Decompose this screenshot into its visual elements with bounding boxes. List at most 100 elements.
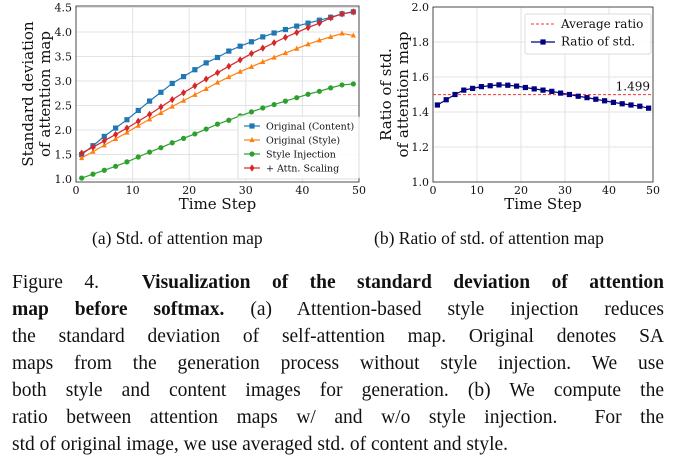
caption-text: ratio between attention maps w/ and w/o … bbox=[12, 407, 664, 428]
marker-square bbox=[487, 83, 493, 89]
series-ratio-of-std bbox=[434, 82, 652, 111]
marker-circle bbox=[90, 171, 96, 177]
marker-triangle bbox=[316, 37, 322, 43]
marker-square bbox=[619, 101, 625, 107]
marker-triangle bbox=[249, 136, 255, 143]
legend-label: Original (Content) bbox=[266, 122, 354, 133]
marker-circle bbox=[124, 159, 130, 165]
marker-diamond bbox=[260, 44, 266, 52]
marker-square bbox=[169, 80, 175, 87]
caption-text: the standard deviation of self-attention… bbox=[12, 326, 664, 347]
y-tick-label: 4.5 bbox=[55, 1, 73, 14]
marker-diamond bbox=[294, 28, 300, 37]
marker-square bbox=[584, 95, 590, 101]
marker-diamond bbox=[180, 89, 187, 97]
marker-diamond bbox=[146, 110, 153, 118]
marker-diamond bbox=[305, 23, 311, 32]
marker-triangle bbox=[79, 154, 85, 161]
marker-triangle bbox=[203, 85, 209, 91]
y-axis-label: Ratio of std. bbox=[377, 48, 395, 141]
legend-label: Original (Style) bbox=[266, 136, 340, 147]
caption-line: ratio between attention maps w/ and w/o … bbox=[12, 404, 664, 431]
y-tick-label: 1.0 bbox=[55, 173, 73, 186]
series-attn-scaling bbox=[79, 8, 356, 157]
y-tick-label: 1.8 bbox=[412, 36, 430, 49]
marker-circle bbox=[192, 131, 198, 137]
marker-triangle bbox=[135, 122, 141, 128]
marker-square bbox=[610, 99, 616, 105]
x-tick-label: 50 bbox=[646, 184, 660, 197]
marker-square bbox=[192, 67, 198, 73]
marker-triangle bbox=[192, 91, 198, 97]
marker-circle bbox=[328, 85, 334, 91]
marker-triangle bbox=[328, 33, 334, 39]
marker-triangle bbox=[260, 58, 266, 64]
caption-text: Figure 4. bbox=[12, 272, 142, 293]
marker-circle bbox=[294, 95, 300, 101]
marker-diamond bbox=[203, 75, 209, 83]
marker-square bbox=[540, 39, 546, 45]
y-tick-label: 1.0 bbox=[412, 176, 430, 189]
marker-square bbox=[602, 98, 608, 104]
marker-circle bbox=[226, 117, 232, 123]
marker-square bbox=[248, 39, 255, 45]
legend-box bbox=[237, 115, 360, 180]
marker-circle bbox=[260, 105, 266, 111]
legend-box bbox=[524, 13, 652, 55]
marker-triangle bbox=[90, 148, 96, 154]
marker-diamond bbox=[328, 14, 334, 22]
x-tick-label: 40 bbox=[295, 184, 309, 197]
marker-circle bbox=[203, 126, 209, 132]
marker-diamond bbox=[248, 49, 255, 58]
marker-square bbox=[282, 26, 289, 33]
marker-diamond bbox=[192, 82, 198, 90]
marker-triangle bbox=[248, 63, 255, 69]
marker-circle bbox=[214, 121, 221, 127]
marker-square bbox=[531, 86, 537, 92]
marker-square bbox=[461, 87, 467, 93]
marker-diamond bbox=[214, 69, 221, 77]
marker-triangle bbox=[214, 79, 221, 85]
marker-square bbox=[514, 83, 520, 89]
x-tick-label: 20 bbox=[514, 184, 528, 197]
marker-diamond bbox=[271, 39, 277, 47]
marker-diamond bbox=[90, 143, 96, 151]
caption-bold-text: Visualization of the standard deviation … bbox=[141, 272, 664, 293]
x-axis-label: Time Step bbox=[504, 195, 581, 213]
marker-diamond bbox=[237, 56, 243, 64]
marker-circle bbox=[305, 91, 311, 97]
marker-triangle bbox=[339, 30, 345, 36]
marker-diamond bbox=[158, 103, 164, 111]
marker-square bbox=[260, 34, 266, 40]
x-tick-label: 40 bbox=[602, 184, 616, 197]
marker-square bbox=[505, 82, 511, 88]
marker-diamond bbox=[79, 149, 85, 157]
x-tick-label: 0 bbox=[73, 184, 80, 197]
marker-square bbox=[646, 105, 652, 111]
marker-diamond bbox=[249, 164, 255, 172]
marker-square bbox=[101, 133, 107, 140]
marker-square bbox=[628, 102, 634, 108]
marker-circle bbox=[146, 149, 153, 155]
subcaption-b: (b) Ratio of std. of attention map bbox=[374, 228, 604, 248]
subcaption-a: (a) Std. of attention map bbox=[92, 228, 263, 248]
marker-diamond bbox=[339, 10, 345, 18]
marker-square bbox=[470, 85, 476, 91]
x-tick-label: 0 bbox=[430, 184, 437, 197]
marker-square bbox=[146, 98, 153, 104]
plot-frame bbox=[75, 5, 360, 183]
marker-triangle bbox=[350, 32, 356, 38]
x-tick-label: 30 bbox=[558, 184, 572, 197]
caption-line: maps from the generation process without… bbox=[12, 350, 664, 377]
caption-line: Figure 4. Visualization of the standard … bbox=[12, 269, 664, 296]
y-axis-label: Standard deviation bbox=[19, 21, 37, 167]
marker-circle bbox=[282, 98, 289, 104]
caption-text: (a) Attention-based style injection redu… bbox=[224, 299, 664, 320]
legend-label: Ratio of std. bbox=[561, 35, 635, 49]
x-tick-label: 10 bbox=[470, 184, 484, 197]
marker-diamond bbox=[169, 96, 175, 104]
marker-diamond bbox=[226, 62, 232, 70]
x-tick-label: 20 bbox=[182, 184, 196, 197]
marker-circle bbox=[135, 154, 141, 160]
x-tick-label: 10 bbox=[126, 184, 140, 197]
